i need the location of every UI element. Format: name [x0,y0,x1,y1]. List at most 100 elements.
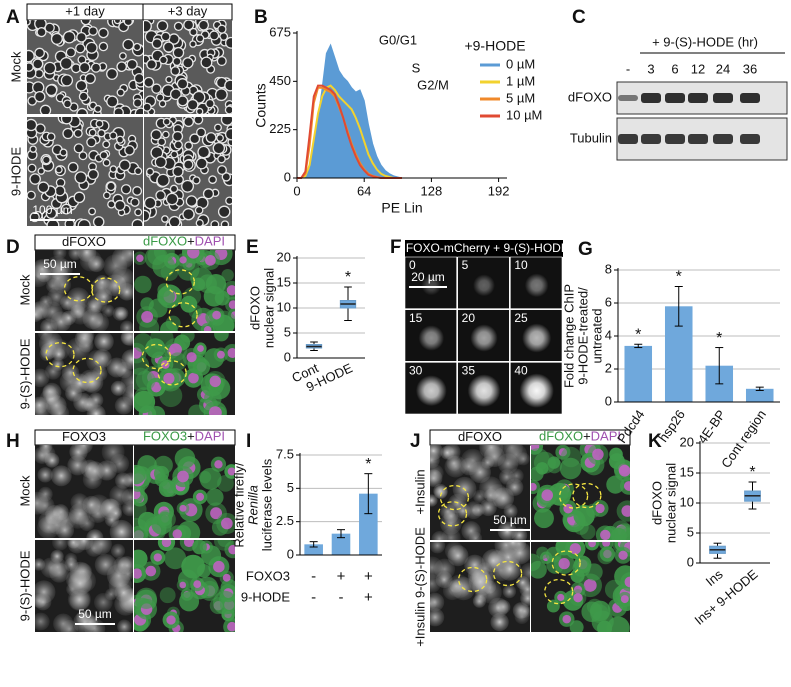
cell [531,553,541,572]
row-label: Mock [8,51,23,83]
x-tick-label: Ins [703,566,726,589]
spot [522,323,552,353]
y-tick-label: 0 [687,554,694,569]
nucleus [193,580,202,589]
cell [185,195,198,207]
cell [34,47,45,59]
cell [144,196,157,210]
cell [81,371,104,394]
cell [81,397,95,412]
cell [118,52,127,60]
cell [35,612,50,631]
nucleus [602,542,611,548]
panel-label: C [572,7,586,28]
panel-label: G [578,239,593,260]
cell [193,117,204,125]
cell [27,118,38,132]
cell [486,484,509,507]
spot [421,275,442,296]
y-axis-label: Counts [253,83,269,127]
y-axis-label: luciferase levels [259,458,274,551]
cell [102,140,111,149]
column-header: dFOXO+DAPI [143,234,225,249]
cell [87,300,101,313]
cell [161,130,170,139]
y-tick-label: 10 [680,494,694,509]
cell [68,250,83,261]
nucleus [186,352,197,363]
cell [45,84,58,97]
cell-outline [437,501,468,527]
cell [146,59,157,70]
scale-bar-label: 50 µm [43,257,77,271]
band [665,134,685,144]
y-tick-label: 0 [284,169,291,184]
cell [189,40,197,48]
nucleus [161,540,172,548]
cell [29,145,37,153]
column-header: FOXO3+DAPI [143,429,225,444]
significance: * [365,456,371,473]
x-tick-label: 0 [293,183,300,198]
cell [199,467,222,490]
cell [147,250,166,266]
cell [50,403,70,415]
cell [99,150,109,160]
cell [48,557,68,577]
line [297,84,402,179]
treatment-cell: - [339,589,344,606]
header-part: + [187,429,195,444]
panel-label: A [6,7,20,28]
cell [123,472,133,488]
cell [173,21,184,32]
cell [102,304,115,318]
cell [134,355,150,376]
lane-label: 6 [671,61,678,76]
cell [84,618,106,632]
cell [597,620,613,632]
cell [76,107,89,114]
cell [189,27,198,37]
y-tick-label: 5 [287,480,294,495]
cell [597,548,614,565]
annotation: G2/M [417,77,449,92]
cell [134,166,143,176]
cell [155,190,166,201]
nucleus [573,585,583,594]
cell [50,258,73,281]
cell [88,504,108,523]
y-tick-label: 225 [269,121,291,136]
cell [430,451,440,469]
y-tick-label: 0 [605,393,612,408]
cell [32,58,44,70]
y-tick-label: 6 [605,294,612,309]
cell [55,520,75,538]
treatment-name: 9-HODE [241,589,290,604]
cell [109,165,118,173]
cell [156,173,170,187]
header-part: dFOXO [539,429,583,444]
cell [181,179,195,193]
nucleus [151,381,162,393]
nucleus [618,550,628,560]
cell-outline [572,482,602,509]
cell [206,488,224,506]
cell [533,451,557,474]
cell [195,157,208,170]
spot [470,324,498,352]
cell [135,587,157,609]
cell [37,516,60,538]
cell [431,531,448,540]
cell [52,347,66,361]
y-tick-label: 15 [277,274,291,289]
cell [212,590,235,615]
band [740,93,760,103]
cell [144,76,155,88]
panel-label: E [246,237,259,258]
cell [217,540,232,547]
cell [217,154,226,164]
cell [134,333,153,353]
band [688,134,708,144]
nucleus [227,348,235,358]
nucleus [221,517,233,530]
